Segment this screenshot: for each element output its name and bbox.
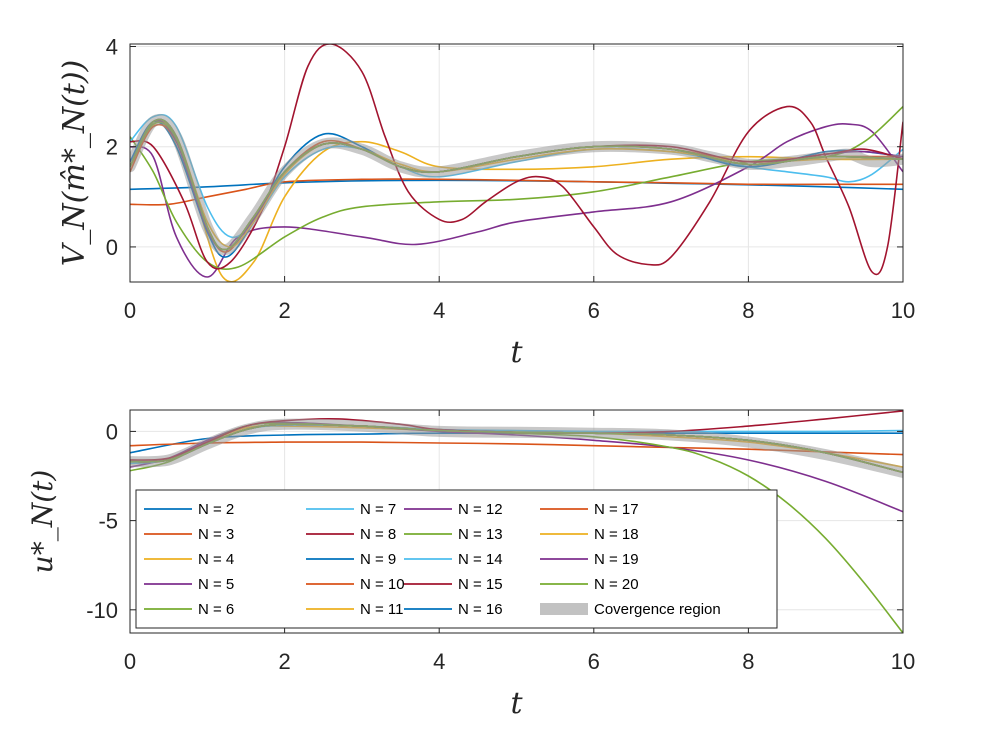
series-line-n3: [130, 178, 903, 206]
legend: N = 2 N = 3 N = 4 N = 5 N = 6 N = 7 N = 8 N = 9…: [135, 489, 778, 629]
legend-label: N = 9: [360, 551, 396, 568]
x-tick-label: 10: [891, 649, 915, 674]
legend-label: N = 11: [360, 601, 404, 618]
x-tick-label: 6: [588, 649, 600, 674]
convergence-region-band: [130, 113, 903, 256]
x-axis-label: t: [510, 335, 523, 370]
axes-box: [129, 409, 904, 634]
x-tick-label: 0: [124, 298, 136, 323]
legend-label: N = 20: [594, 576, 639, 593]
legend-label: N = 13: [458, 526, 503, 543]
legend-label: N = 3: [198, 526, 234, 543]
legend-label: N = 6: [198, 601, 234, 618]
y-tick-label: 2: [106, 135, 118, 160]
legend-label: Covergence region: [594, 601, 721, 618]
x-tick-label: 6: [588, 298, 600, 323]
y-tick-label: -10: [86, 598, 118, 623]
legend-label: N = 10: [360, 576, 405, 593]
convergence-region-band: [130, 418, 903, 478]
y-tick-label: 0: [106, 419, 118, 444]
x-axis-label: t: [510, 686, 523, 721]
y-tick-label: 0: [106, 235, 118, 260]
series-line-n5: [130, 123, 903, 278]
y-tick-label: 4: [106, 35, 118, 60]
legend-label: N = 17: [594, 501, 639, 518]
plot-area: [130, 410, 903, 633]
legend-label: N = 18: [594, 526, 639, 543]
axes-box: [129, 43, 904, 283]
legend-box: [135, 489, 778, 629]
legend-label: N = 4: [198, 551, 234, 568]
legend-label: N = 12: [458, 501, 503, 518]
legend-label: N = 16: [458, 601, 503, 618]
x-tick-label: 0: [124, 649, 136, 674]
y-tick-label: -5: [98, 509, 118, 534]
legend-label: N = 19: [594, 551, 639, 568]
x-tick-label: 2: [278, 649, 290, 674]
chart-panel-1: 0 2 4 6 8 10 0 2 4 t V_N(m̂*_N(t)): [57, 35, 915, 370]
y-axis-label: V_N(m̂*_N(t)): [57, 60, 92, 266]
legend-label: N = 14: [458, 551, 503, 568]
y-axis-label: u*_N(t): [26, 470, 59, 574]
legend-label: N = 5: [198, 576, 234, 593]
x-tick-label: 8: [742, 298, 754, 323]
x-tick-label: 4: [433, 649, 445, 674]
legend-label: N = 8: [360, 526, 396, 543]
legend-label: N = 7: [360, 501, 396, 518]
x-tick-label: 8: [742, 649, 754, 674]
legend-label: N = 2: [198, 501, 234, 518]
legend-label: N = 15: [458, 576, 503, 593]
x-tick-label: 4: [433, 298, 445, 323]
plot-area: [130, 44, 903, 282]
x-tick-label: 10: [891, 298, 915, 323]
x-tick-label: 2: [278, 298, 290, 323]
